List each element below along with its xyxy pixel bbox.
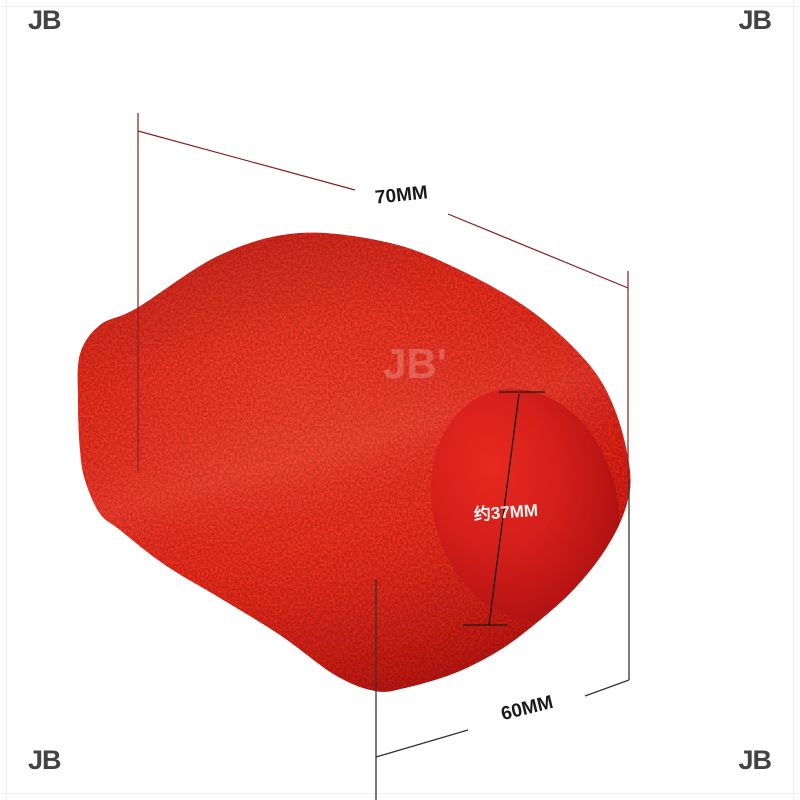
svg-text:JB': JB' xyxy=(383,340,447,387)
svg-text:60MM: 60MM xyxy=(499,692,555,725)
svg-text:70MM: 70MM xyxy=(374,182,429,208)
